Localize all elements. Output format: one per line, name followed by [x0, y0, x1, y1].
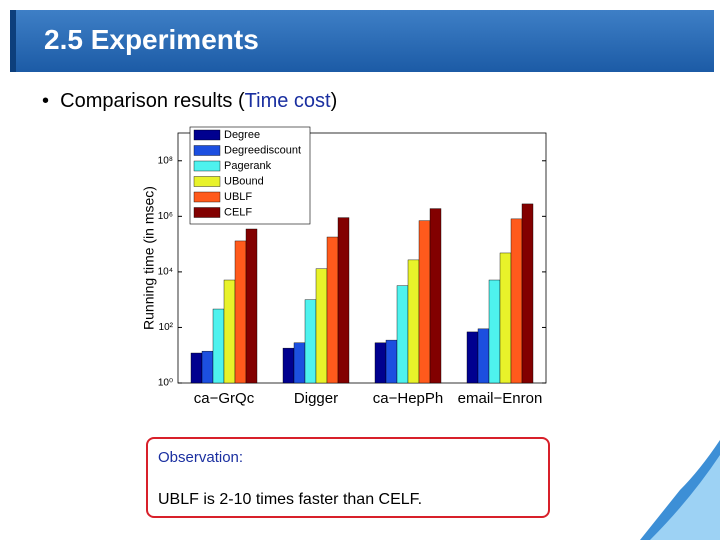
observation-heading: Observation:: [158, 449, 244, 466]
legend-label: Pagerank: [224, 160, 272, 172]
bar: [374, 342, 387, 384]
legend-label: CELF: [224, 206, 252, 218]
bar: [282, 347, 295, 384]
x-tick-label: ca−GrQc: [194, 390, 255, 407]
x-tick-label: ca−HepPh: [373, 390, 443, 407]
bullet-text: ): [330, 90, 338, 112]
y-tick-label: 10⁴: [158, 267, 173, 278]
legend-swatch: [193, 176, 221, 187]
bar: [488, 279, 501, 384]
bar: [499, 252, 512, 384]
bar: [304, 299, 317, 384]
bar: [477, 328, 490, 384]
header: 2.5 Experiments: [10, 10, 714, 72]
legend-swatch: [193, 207, 221, 218]
bar: [234, 240, 247, 384]
y-tick-label: 10²: [159, 322, 174, 333]
legend-swatch: [193, 129, 221, 141]
slide-title: 2.5 Experiments: [44, 24, 259, 55]
x-tick-label: Digger: [294, 390, 338, 407]
bar: [396, 285, 409, 384]
bar: [510, 218, 523, 384]
legend-swatch: [193, 160, 221, 172]
bar: [201, 350, 214, 384]
bullet-text: Comparison results (: [60, 90, 245, 112]
bar: [326, 236, 339, 384]
bar: [293, 342, 306, 384]
y-tick-label: 10⁸: [158, 155, 173, 166]
bar: [418, 220, 431, 384]
legend-label: UBLF: [224, 191, 252, 203]
legend-swatch: [193, 191, 221, 203]
legend-swatch: [193, 145, 221, 156]
bar: [223, 279, 236, 384]
x-tick-label: email−Enron: [458, 390, 543, 407]
bar: [466, 331, 479, 384]
bar: [315, 268, 328, 384]
bar: [385, 339, 398, 384]
bar: [429, 208, 442, 384]
bullet-marker: •: [42, 90, 50, 112]
bar: [407, 259, 420, 384]
page-curl: [650, 455, 720, 540]
legend-label: Degree: [224, 129, 260, 141]
y-tick-label: 10⁶: [158, 211, 173, 222]
bullet-highlight: Time cost: [244, 90, 331, 112]
observation-box: Observation: UBLF is 2-10 times faster t…: [146, 437, 550, 518]
legend-label: UBound: [224, 175, 264, 187]
bar: [190, 352, 203, 384]
bar: [212, 308, 225, 384]
bar: [337, 217, 350, 384]
y-axis-label: Running time (in msec): [141, 186, 157, 330]
y-tick-label: 10⁰: [158, 378, 173, 389]
legend-label: Degreediscount: [224, 144, 301, 156]
observation-text: UBLF is 2-10 times faster than CELF.: [158, 491, 423, 508]
bar: [245, 228, 258, 384]
bar: [521, 203, 534, 384]
bullet: • Comparison results (Time cost): [42, 90, 337, 113]
